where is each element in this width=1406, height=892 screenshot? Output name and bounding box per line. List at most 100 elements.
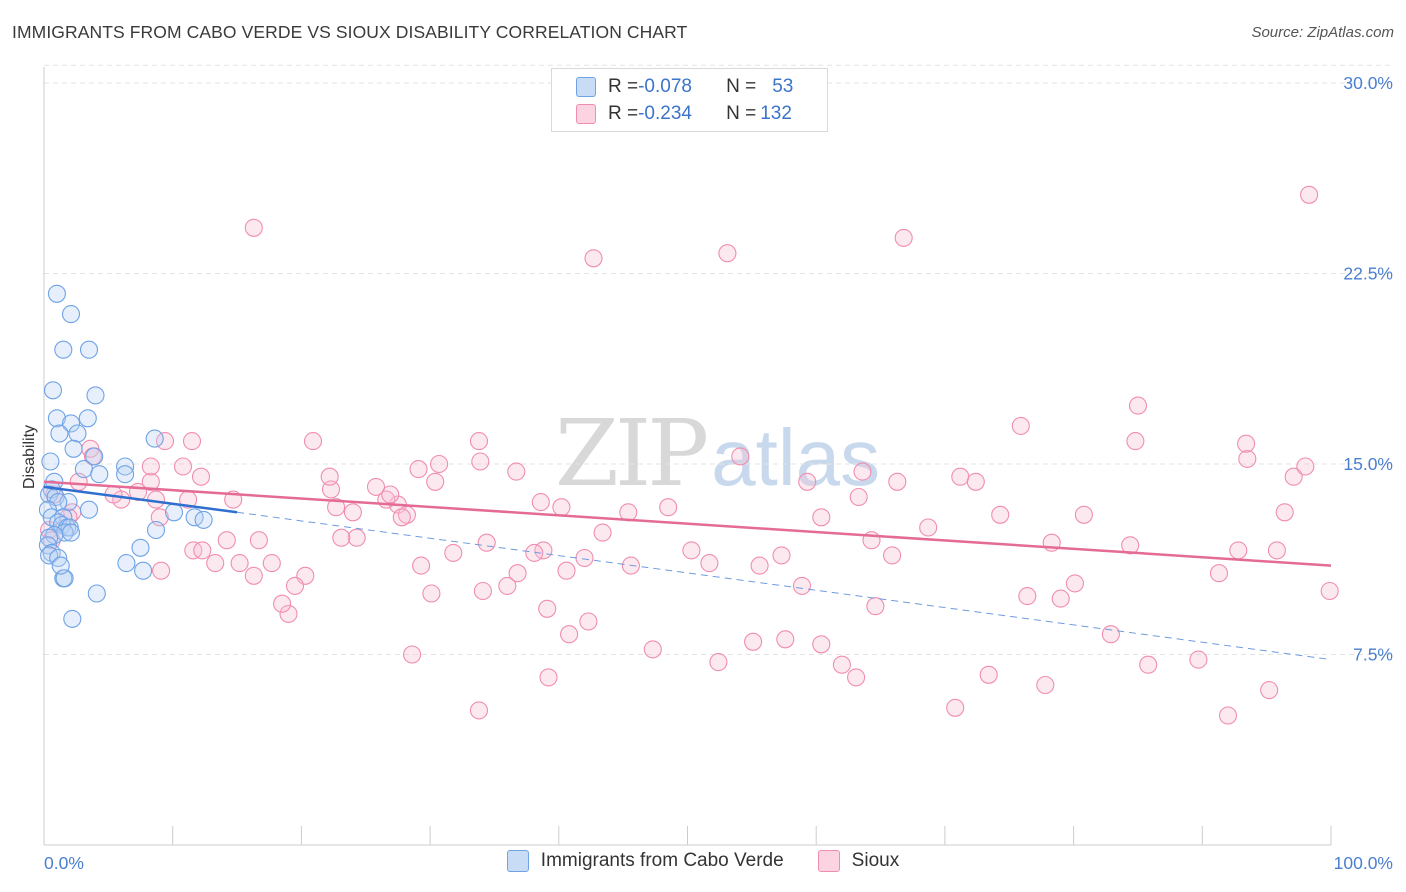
axes [43, 67, 1332, 846]
watermark-atlas: atlas [711, 413, 881, 502]
sioux-point [182, 432, 202, 451]
legend-swatch-blue [576, 77, 596, 97]
sioux-point [141, 457, 160, 476]
legend-row-cabo-verde: R = -0.078 N = 53 [576, 75, 793, 99]
cabo-verde-point [134, 561, 153, 580]
chart-title: IMMIGRANTS FROM CABO VERDE VS SIOUX DISA… [12, 22, 688, 42]
cabo-verde-point [68, 424, 87, 443]
cabo-verde-point [54, 340, 73, 359]
sioux-point [951, 467, 970, 486]
sioux-point [285, 576, 305, 595]
sioux-point [191, 467, 211, 486]
sioux-point [1051, 589, 1070, 608]
axis-labels: 7.5% 15.0% 22.5% 30.0% 0.0% 100.0% Disability [21, 73, 1393, 873]
sioux-point [1275, 503, 1294, 522]
sioux-point [853, 462, 872, 481]
sioux-point [279, 604, 298, 623]
y-tick-label: 30.0% [1343, 73, 1393, 93]
sioux-point [1126, 432, 1145, 451]
cabo-verde-point [117, 554, 136, 573]
legend-swatch-pink [576, 104, 596, 124]
sioux-point [343, 503, 362, 522]
sioux-point [792, 576, 812, 595]
sioux-point [320, 467, 339, 486]
x-tick-label: 0.0% [44, 853, 84, 873]
sioux-point [575, 548, 594, 568]
legend-n-value: 132 [760, 103, 792, 124]
y-tick-label: 15.0% [1343, 454, 1393, 474]
sioux-point [659, 498, 678, 517]
sioux-point [560, 625, 579, 644]
cabo-verde-point [131, 538, 150, 557]
sioux-point [731, 447, 750, 466]
legend-swatch-blue [506, 850, 529, 872]
cabo-verde-point [50, 424, 69, 443]
cabo-verde-point [116, 465, 135, 484]
cabo-verde-point [79, 500, 99, 519]
sioux-point [991, 505, 1010, 524]
sioux-point [883, 546, 902, 565]
watermark: ZIPatlas [555, 400, 880, 507]
sioux-point [1074, 505, 1093, 524]
sioux-point [1036, 675, 1055, 695]
sioux-point [366, 477, 386, 496]
cabo-verde-point [64, 439, 83, 458]
sioux-point [709, 653, 728, 672]
sioux-point [469, 701, 489, 720]
sioux-point [1238, 449, 1257, 468]
sioux-point [217, 531, 236, 550]
sioux-point [403, 645, 422, 664]
cabo-verde-point [85, 447, 104, 466]
sioux-point [1011, 416, 1030, 435]
series-legend: Immigrants from Cabo Verde Sioux [0, 850, 1406, 872]
correlation-legend: R = -0.078 N = 53 R = -0.234 N = 132 [551, 68, 828, 132]
cabo-verde-point [45, 526, 64, 545]
cabo-verde-point [86, 386, 105, 405]
sioux-point [552, 498, 571, 517]
sioux-point [1128, 396, 1148, 415]
sioux-point [477, 533, 496, 552]
sioux-point [469, 432, 489, 451]
sioux-point [471, 452, 490, 471]
sioux-point [946, 698, 965, 717]
sioux-point [1284, 467, 1303, 486]
cabo-verde-trend-line [43, 485, 238, 514]
sioux-point [152, 561, 171, 580]
sioux-point [849, 487, 868, 507]
sioux-point [430, 454, 449, 474]
cabo-verde-point [87, 584, 106, 603]
sioux-point [1296, 457, 1315, 476]
sioux-points [40, 185, 1339, 725]
sioux-point [332, 528, 351, 547]
sioux-point [832, 655, 851, 674]
sioux-point [776, 630, 795, 649]
sioux-point [798, 472, 817, 491]
y-axis-label: Disability [21, 425, 38, 489]
sioux-point [1121, 536, 1140, 555]
sioux-point [1300, 185, 1319, 204]
cabo-verde-points [38, 284, 213, 628]
sioux-point [919, 518, 938, 537]
sioux-point [498, 576, 517, 595]
sioux-point [539, 668, 558, 687]
y-tick-label: 22.5% [1343, 264, 1393, 284]
sioux-point [750, 556, 769, 575]
legend-r-label: R = [608, 103, 639, 124]
cabo-verde-point [116, 457, 135, 476]
sioux-point [173, 457, 193, 476]
sioux-point [422, 584, 441, 603]
cabo-verde-point [78, 409, 97, 428]
legend-row-sioux: R = -0.234 N = 132 [576, 102, 792, 126]
legend-n-label: N = [726, 103, 757, 124]
sioux-point [327, 498, 346, 517]
sioux-point [508, 564, 527, 583]
sioux-point [1101, 625, 1120, 644]
sioux-point [894, 228, 913, 247]
cabo-verde-point [164, 503, 184, 522]
sioux-trend-line [43, 480, 1332, 567]
sioux-point [303, 432, 323, 451]
sioux-point [744, 632, 763, 651]
sioux-point [473, 581, 492, 601]
sioux-point [525, 543, 544, 562]
